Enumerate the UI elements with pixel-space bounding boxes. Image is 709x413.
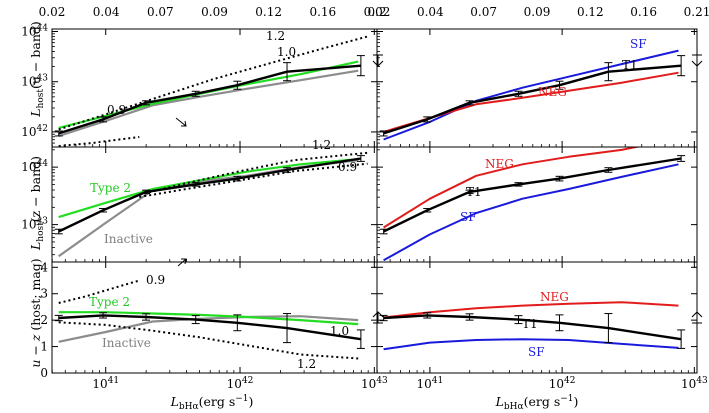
y-tick-label: 2 <box>40 313 48 327</box>
label-1.2-bot: 1.2 <box>297 357 316 371</box>
panel-0-1-series <box>379 49 686 141</box>
series-t1-line <box>383 157 682 233</box>
y-tick-label: 1044 <box>21 159 48 174</box>
label-t1-bot: T1 <box>522 317 538 331</box>
top-tick-label: 0.07 <box>147 5 174 19</box>
panel-frame-0-1 <box>376 28 698 148</box>
panel-1-1-series <box>379 147 686 262</box>
label-sf-bot: SF <box>528 345 545 359</box>
xlabel-right: LbHα(erg s−1) <box>495 394 579 412</box>
label-t1-mid: T1 <box>466 185 482 199</box>
x-tick-label: 1043 <box>361 376 388 391</box>
series-neg-line <box>383 301 679 319</box>
series-t1-line <box>58 64 361 135</box>
y-tick-label: 1043 <box>21 74 48 89</box>
top-tick-label: 0.21 <box>684 5 709 19</box>
label-1.0-top: 1.0 <box>277 45 296 59</box>
ylabel-u-band: Lhost(u − band) <box>28 21 46 118</box>
label-type2-bot: Type 2 <box>89 295 130 309</box>
series-sf-line <box>383 338 679 351</box>
upper-limit-marker <box>372 54 384 67</box>
series-dotted-0-9-line <box>139 162 368 198</box>
panel-frame-0-0 <box>51 28 378 148</box>
label-sf-top: SF <box>630 37 647 51</box>
xlabel-left: LbHα(erg s−1) <box>170 394 254 412</box>
series-type-2-line <box>58 311 359 326</box>
top-tick-label: 0.09 <box>201 5 228 19</box>
label-inactive-mid: Inactive <box>104 232 153 246</box>
label-neg-mid: NEG <box>485 157 514 171</box>
panel-2-0-series <box>54 279 365 360</box>
label-1.2-top: 1.2 <box>266 29 285 43</box>
top-tick-label: 0.09 <box>524 5 551 19</box>
y-tick-label: 1044 <box>21 24 48 39</box>
top-tick-label: 0.04 <box>417 5 444 19</box>
y-tick-label: 3 <box>40 287 48 301</box>
top-tick-label: 0.2 <box>367 5 386 19</box>
y-tick-label: 1 <box>40 340 48 354</box>
panel-0-0-series <box>54 35 368 147</box>
label-0.9-top: 0.9 <box>107 103 126 117</box>
top-tick-label: 0.16 <box>630 5 657 19</box>
y-tick-label: 1043 <box>21 217 48 232</box>
arrow-marker <box>175 117 187 127</box>
x-tick-label: 1041 <box>92 376 119 391</box>
label-1.0-bot: 1.0 <box>330 324 349 338</box>
top-tick-label: 0.07 <box>470 5 497 19</box>
top-tick-label: 0.02 <box>364 5 391 19</box>
y-tick-label: 4 <box>40 260 48 274</box>
series-dotted-1-2-line <box>58 321 359 360</box>
series-type-2-line <box>58 158 359 219</box>
ylabel-color: u − z (host; mag) <box>28 258 43 367</box>
label-inactive-bot: Inactive <box>102 336 151 350</box>
top-tick-label: 0.04 <box>93 5 120 19</box>
arrow-marker <box>177 258 187 267</box>
lower-limit-marker <box>691 311 703 324</box>
series-dotted-0-9-line <box>58 279 140 304</box>
panel-1-0-series <box>54 151 368 258</box>
label-1.2-mid: 1.2 <box>312 138 331 152</box>
x-tick-label: 1043 <box>681 376 708 391</box>
series-neg-line <box>383 147 641 229</box>
series-inactive-line <box>58 69 359 138</box>
ylabel-z-band: Lhost(z − band) <box>28 156 46 251</box>
y-tick-label: 1042 <box>21 124 48 139</box>
label-0.9-bot: 0.9 <box>146 273 165 287</box>
series-sf-line <box>383 163 679 262</box>
upper-limit-marker <box>691 54 703 67</box>
label-neg-bot: NEG <box>540 290 569 304</box>
y-tick-label: 0 <box>40 366 48 380</box>
label-type2-mid: Type 2 <box>90 181 131 195</box>
x-tick-label: 1042 <box>227 376 254 391</box>
series-t1-line <box>58 157 362 233</box>
label-neg-top: NEG <box>538 85 567 99</box>
label-0.9-mid: 0.9 <box>338 160 357 174</box>
label-sf-mid: SF <box>460 210 477 224</box>
panel-2-1-series <box>379 301 686 351</box>
series-dotted-0-9-line <box>58 136 140 147</box>
x-tick-label: 1042 <box>549 376 576 391</box>
x-tick-label: 1041 <box>417 376 444 391</box>
label-t1-top: T1 <box>622 58 638 72</box>
top-tick-label: 0.16 <box>309 5 336 19</box>
top-tick-label: 0.02 <box>39 5 66 19</box>
top-tick-label: 0.12 <box>577 5 604 19</box>
lower-limit-marker <box>372 311 384 324</box>
top-tick-label: 0.12 <box>255 5 282 19</box>
